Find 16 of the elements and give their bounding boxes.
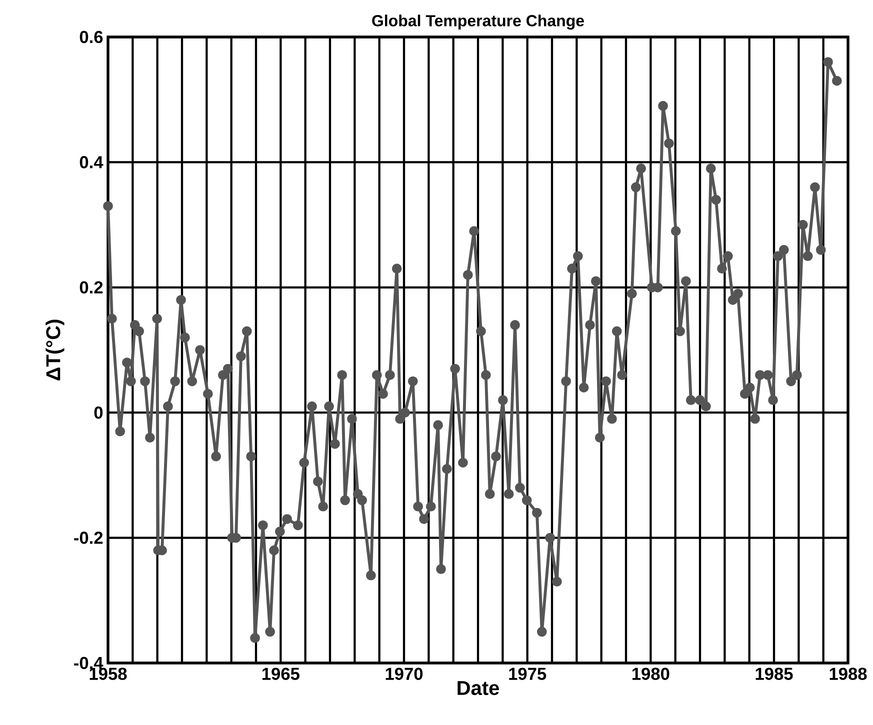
y-tick-label: 0.6 bbox=[80, 30, 103, 44]
y-tick-label: -0.4 bbox=[74, 656, 104, 670]
x-tick-label: 1985 bbox=[756, 668, 793, 680]
x-tick-label: 1980 bbox=[632, 668, 670, 680]
x-tick-label: 1988 bbox=[830, 668, 867, 680]
x-tick-label: 1958 bbox=[90, 668, 127, 680]
chart-title: Global Temperature Change bbox=[372, 14, 584, 30]
y-tick-label: 0.4 bbox=[80, 156, 104, 168]
x-axis-title: Date bbox=[458, 681, 499, 696]
x-tick-label: 1975 bbox=[509, 668, 546, 680]
y-tick-label: -0.2 bbox=[74, 532, 103, 544]
y-axis-title: ΔT(°C) bbox=[46, 320, 64, 380]
y-tick-label: 0.2 bbox=[80, 281, 103, 294]
x-tick-label: 1965 bbox=[262, 668, 300, 680]
x-tick-label: 1970 bbox=[386, 668, 423, 680]
y-tick-label: 0 bbox=[94, 406, 103, 419]
